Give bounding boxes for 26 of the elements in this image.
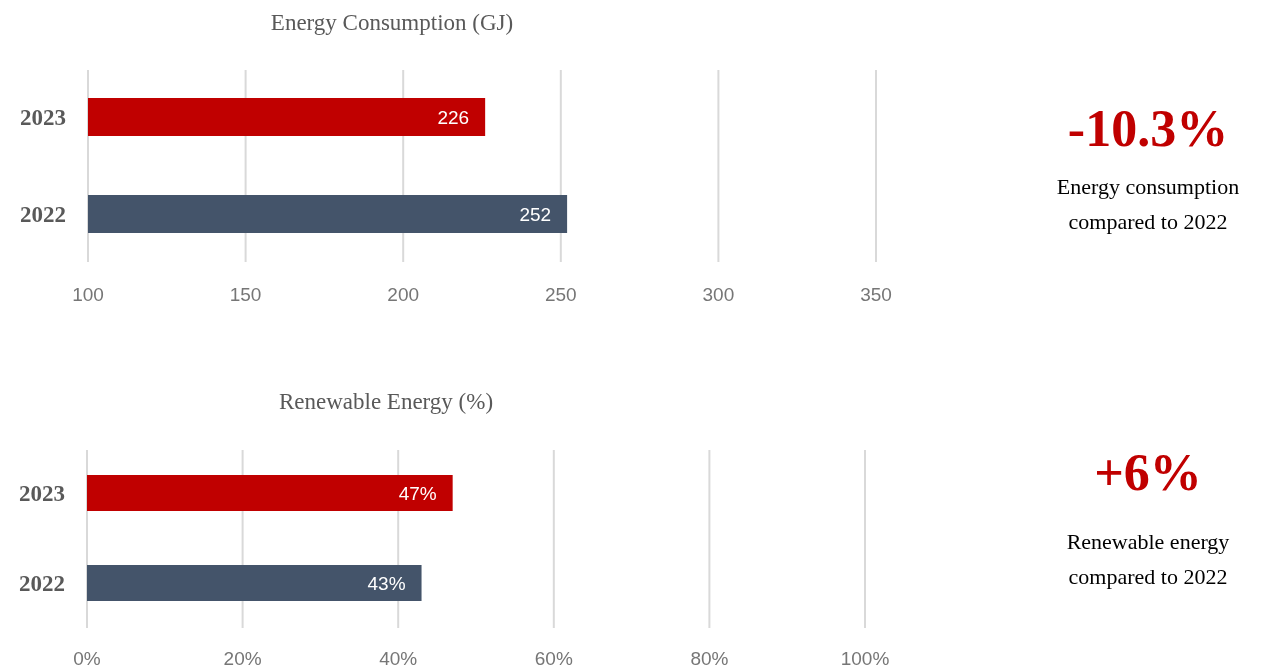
x-tick-label: 350	[860, 284, 892, 305]
y-tick-label: 2022	[19, 571, 65, 596]
x-tick-label: 150	[229, 284, 262, 305]
x-tick-label: 60%	[534, 648, 573, 669]
x-tick-label: 300	[702, 284, 735, 305]
text: Renewable energy compared to 2022	[1066, 529, 1230, 589]
chart-title: Energy Consumption (GJ)	[270, 10, 514, 35]
chart-title: Renewable Energy (%)	[278, 389, 494, 414]
data-label: 47%	[398, 483, 437, 504]
data-label: 252	[519, 204, 552, 225]
x-tick-label: 0%	[73, 648, 101, 669]
x-tick-label: 40%	[379, 648, 418, 669]
text: -10.3%	[1067, 100, 1229, 157]
text: +6%	[1094, 444, 1202, 501]
data-label: 226	[437, 107, 470, 128]
y-tick-label: 2022	[20, 202, 66, 227]
text: Energy consumption compared to 2022	[1056, 174, 1240, 234]
x-tick-label: 100%	[840, 648, 890, 669]
x-tick-label: 20%	[223, 648, 262, 669]
x-tick-label: 80%	[690, 648, 729, 669]
x-tick-label: 100	[72, 284, 104, 305]
data-label: 43%	[367, 573, 406, 594]
y-tick-label: 2023	[20, 105, 66, 130]
x-tick-label: 250	[544, 284, 577, 305]
x-tick-label: 200	[387, 284, 420, 305]
y-tick-label: 2023	[19, 481, 65, 506]
